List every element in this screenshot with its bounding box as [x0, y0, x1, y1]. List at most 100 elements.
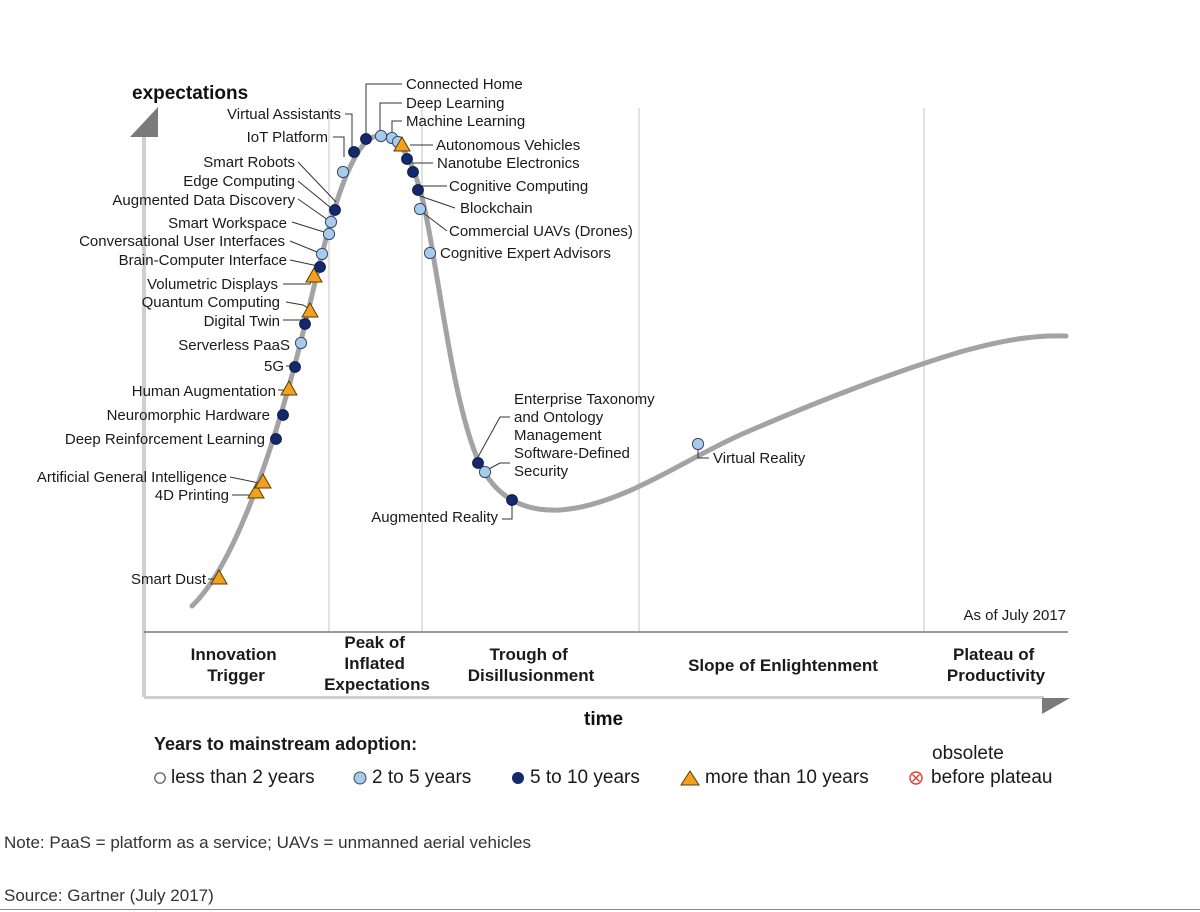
phase-peak: Peak of Inflated Expectations	[324, 633, 430, 694]
label-virtual-assistants: Virtual Assistants	[227, 106, 341, 123]
label-commercial-uavs-drones: Commercial UAVs (Drones)	[449, 223, 633, 240]
legend-obsolete-line2-row: before plateau	[908, 766, 1053, 790]
marker-edge-computing	[329, 204, 341, 216]
marker-brain-computer-interface	[314, 261, 326, 273]
hollow-circle-icon	[154, 772, 166, 784]
marker-augmented-reality	[506, 494, 518, 506]
legend-item-lt2: less than 2 years	[153, 767, 315, 789]
phase-peak-line1: Peak of	[344, 633, 405, 652]
label-software-defined-security-line2: Security	[514, 463, 569, 480]
note-text: Note: PaaS = platform as a service; UAVs…	[4, 833, 531, 852]
label-cognitive-computing: Cognitive Computing	[449, 178, 588, 195]
legend-item-2to5: 2 to 5 years	[352, 767, 471, 789]
phase-trough: Trough of Disillusionment	[468, 645, 595, 685]
label-brain-computer-interface: Brain-Computer Interface	[119, 252, 287, 269]
technology-markers	[210, 129, 705, 585]
marker-nanotube-electronics	[401, 153, 413, 165]
source-text: Source: Gartner (July 2017)	[4, 886, 214, 905]
marker-quantum-computing	[301, 301, 319, 318]
hype-curve	[189, 132, 1069, 609]
phase-slope: Slope of Enlightenment	[688, 656, 878, 675]
legend-label-5to10: 5 to 10 years	[530, 767, 640, 788]
label-conversational-user-interfaces: Conversational User Interfaces	[79, 233, 285, 250]
x-axis	[144, 696, 1044, 699]
label-augmented-reality: Augmented Reality	[371, 509, 498, 526]
label-serverless-paas: Serverless PaaS	[178, 337, 290, 354]
label-digital-twin: Digital Twin	[204, 313, 280, 330]
leader-virtual-assistants	[345, 113, 353, 150]
marker-smart-dust	[210, 568, 228, 585]
marker-virtual-reality	[691, 437, 705, 451]
leader-lines	[208, 83, 709, 580]
marker-artificial-general-intelligence	[254, 472, 272, 489]
leader-sds	[486, 462, 510, 471]
label-edge-computing: Edge Computing	[183, 173, 295, 190]
phase-innovation-line2: Trigger	[207, 666, 265, 685]
legend-item-gt10: more than 10 years	[679, 767, 869, 789]
legend-item-obsolete: obsolete before plateau	[908, 742, 1053, 790]
phase-peak-line3: Expectations	[324, 675, 430, 694]
leader-machine-learning	[391, 120, 402, 136]
legend-label-lt2: less than 2 years	[171, 767, 315, 788]
label-4d-printing: 4D Printing	[155, 487, 229, 504]
obsolete-x-circle-icon	[909, 771, 923, 785]
phase-innovation-trigger: Innovation Trigger	[191, 645, 282, 685]
label-smart-robots: Smart Robots	[203, 154, 295, 171]
label-human-augmentation: Human Augmentation	[132, 383, 276, 400]
label-software-defined-security: Software-Defined Security	[514, 445, 630, 480]
label-software-defined-security-line1: Software-Defined	[514, 445, 630, 462]
label-nanotube-electronics: Nanotube Electronics	[437, 155, 580, 172]
bottom-rule	[0, 909, 1200, 910]
leader-edge	[297, 180, 332, 209]
label-autonomous-vehicles: Autonomous Vehicles	[436, 137, 580, 154]
marker-augmented-data-discovery	[324, 215, 338, 229]
leader-bci	[289, 259, 319, 267]
leader-quantum	[285, 301, 309, 309]
legend-title: Years to mainstream adoption:	[154, 734, 418, 754]
phase-trough-line1: Trough of	[489, 645, 568, 664]
y-axis	[142, 135, 146, 697]
label-deep-learning: Deep Learning	[406, 95, 504, 112]
leader-agi	[229, 476, 260, 484]
leader-etom	[477, 416, 510, 458]
leader-uavs	[421, 211, 448, 232]
marker-smart-workspace	[322, 227, 336, 241]
label-smart-dust: Smart Dust	[131, 571, 207, 588]
orange-triangle-icon	[680, 770, 700, 786]
marker-4d-printing	[247, 482, 265, 499]
label-deep-reinforcement-learning: Deep Reinforcement Learning	[65, 431, 265, 448]
label-cognitive-expert-advisors: Cognitive Expert Advisors	[440, 245, 611, 262]
phase-trough-line2: Disillusionment	[468, 666, 595, 685]
marker-serverless-paas	[294, 336, 308, 350]
marker-human-augmentation	[280, 379, 298, 396]
label-enterprise-taxonomy-and-ontology-management-line1: Enterprise Taxonomy	[514, 391, 655, 408]
marker-deep-reinforcement-learning	[270, 433, 282, 445]
dark-blue-circle-icon	[512, 772, 524, 784]
marker-5g	[289, 361, 301, 373]
marker-enterprise-taxonomy-and-ontology-management	[472, 457, 484, 469]
label-augmented-data-discovery: Augmented Data Discovery	[112, 192, 295, 209]
legend-obsolete-line2: before plateau	[931, 767, 1053, 788]
legend-label-2to5: 2 to 5 years	[372, 767, 472, 788]
label-enterprise-taxonomy-and-ontology-management-line2: and Ontology	[514, 409, 604, 426]
leader-deep-learning	[379, 102, 402, 133]
label-quantum-computing: Quantum Computing	[142, 294, 280, 311]
leader-augmented-data	[297, 198, 329, 221]
legend-label-gt10: more than 10 years	[705, 767, 869, 788]
label-iot-platform: IoT Platform	[247, 129, 328, 146]
marker-blockchain	[412, 184, 424, 196]
marker-digital-twin	[299, 318, 311, 330]
as-of-label: As of July 2017	[963, 607, 1066, 624]
marker-smart-robots	[336, 165, 350, 179]
label-volumetric-displays: Volumetric Displays	[147, 276, 278, 293]
leader-connected-home	[365, 83, 402, 138]
marker-conversational-user-interfaces	[315, 247, 329, 261]
marker-cognitive-expert-advisors	[423, 246, 437, 260]
label-blockchain: Blockchain	[460, 200, 533, 217]
x-axis-label: time	[584, 709, 623, 730]
marker-volumetric-displays	[305, 266, 323, 283]
marker-commercial-uavs-drones	[413, 202, 427, 216]
marker-virtual-assistants	[360, 133, 372, 145]
marker-iot-platform	[348, 146, 360, 158]
